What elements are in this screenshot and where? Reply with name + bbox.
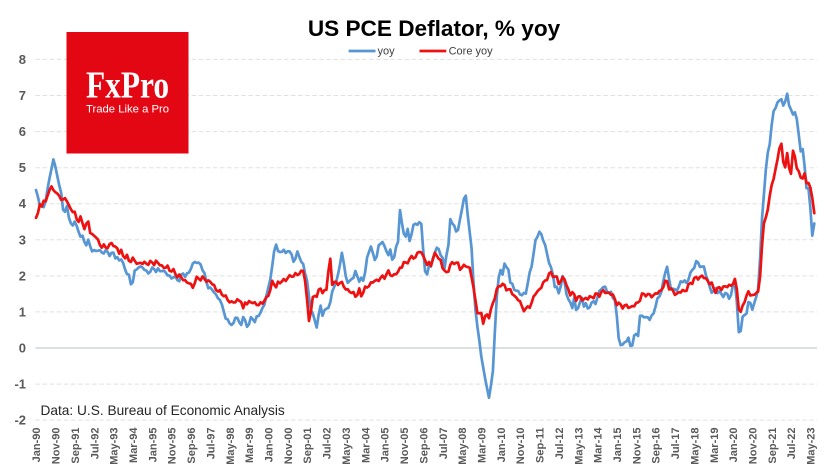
svg-text:Jan-90: Jan-90 (31, 428, 43, 463)
svg-text:Nov-90: Nov-90 (51, 428, 63, 465)
svg-text:Jul-12: Jul-12 (554, 428, 566, 460)
svg-text:Sep-06: Sep-06 (418, 428, 430, 464)
svg-text:7: 7 (19, 88, 26, 103)
svg-text:Mar-94: Mar-94 (128, 427, 140, 463)
svg-text:Jul-07: Jul-07 (438, 428, 450, 460)
svg-text:Sep-91: Sep-91 (70, 428, 82, 464)
svg-text:1: 1 (19, 304, 26, 319)
svg-text:Data: U.S. Bureau of Economic: Data: U.S. Bureau of Economic Analysis (41, 403, 285, 418)
svg-text:Mar-14: Mar-14 (593, 427, 605, 463)
svg-text:Jul-92: Jul-92 (89, 428, 101, 460)
svg-text:Jul-97: Jul-97 (205, 428, 217, 460)
svg-text:Nov-20: Nov-20 (748, 428, 760, 465)
svg-text:Nov-00: Nov-00 (283, 428, 295, 465)
svg-text:Jul-22: Jul-22 (786, 428, 798, 460)
svg-text:Sep-11: Sep-11 (535, 428, 547, 463)
svg-text:2: 2 (19, 268, 26, 283)
svg-text:May-93: May-93 (109, 428, 121, 465)
svg-text:FxPro: FxPro (86, 65, 169, 107)
svg-text:0: 0 (19, 341, 26, 356)
svg-text:Sep-96: Sep-96 (186, 428, 198, 464)
svg-text:Jan-00: Jan-00 (264, 428, 276, 463)
svg-text:Nov-05: Nov-05 (399, 428, 411, 465)
svg-text:Nov-95: Nov-95 (167, 428, 179, 465)
svg-text:-2: -2 (14, 413, 26, 428)
svg-text:8: 8 (19, 52, 26, 67)
svg-text:Jan-10: Jan-10 (496, 428, 508, 463)
svg-text:4: 4 (19, 196, 27, 211)
svg-text:US PCE Deflator, % yoy: US PCE Deflator, % yoy (308, 16, 561, 41)
svg-text:Trade Like a Pro: Trade Like a Pro (86, 104, 169, 116)
svg-text:Jan-05: Jan-05 (380, 428, 392, 463)
svg-text:Mar-09: Mar-09 (477, 428, 489, 463)
svg-text:Nov-15: Nov-15 (631, 428, 643, 465)
svg-text:May-03: May-03 (341, 428, 353, 465)
svg-text:Jan-15: Jan-15 (612, 428, 624, 463)
svg-text:Sep-16: Sep-16 (651, 428, 663, 464)
svg-text:Jan-95: Jan-95 (147, 428, 159, 463)
svg-text:May-18: May-18 (689, 428, 701, 465)
svg-text:Mar-19: Mar-19 (709, 428, 721, 463)
svg-text:Sep-01: Sep-01 (302, 428, 314, 464)
svg-text:-1: -1 (14, 377, 26, 392)
svg-text:Sep-21: Sep-21 (767, 428, 779, 464)
svg-text:6: 6 (19, 124, 26, 139)
svg-text:Mar-04: Mar-04 (360, 427, 372, 463)
svg-text:Mar-99: Mar-99 (244, 428, 256, 463)
svg-text:yoy: yoy (378, 46, 396, 58)
svg-text:Jul-17: Jul-17 (670, 428, 682, 460)
svg-text:Nov-10: Nov-10 (515, 428, 527, 465)
svg-text:3: 3 (19, 232, 26, 247)
svg-text:May-08: May-08 (457, 428, 469, 465)
svg-text:5: 5 (19, 160, 26, 175)
svg-text:May-98: May-98 (225, 428, 237, 465)
svg-text:Jan-20: Jan-20 (728, 428, 740, 463)
svg-text:Core yoy: Core yoy (449, 46, 494, 58)
svg-text:Jul-02: Jul-02 (322, 428, 334, 460)
svg-text:May-13: May-13 (573, 428, 585, 465)
svg-text:May-23: May-23 (806, 428, 818, 465)
